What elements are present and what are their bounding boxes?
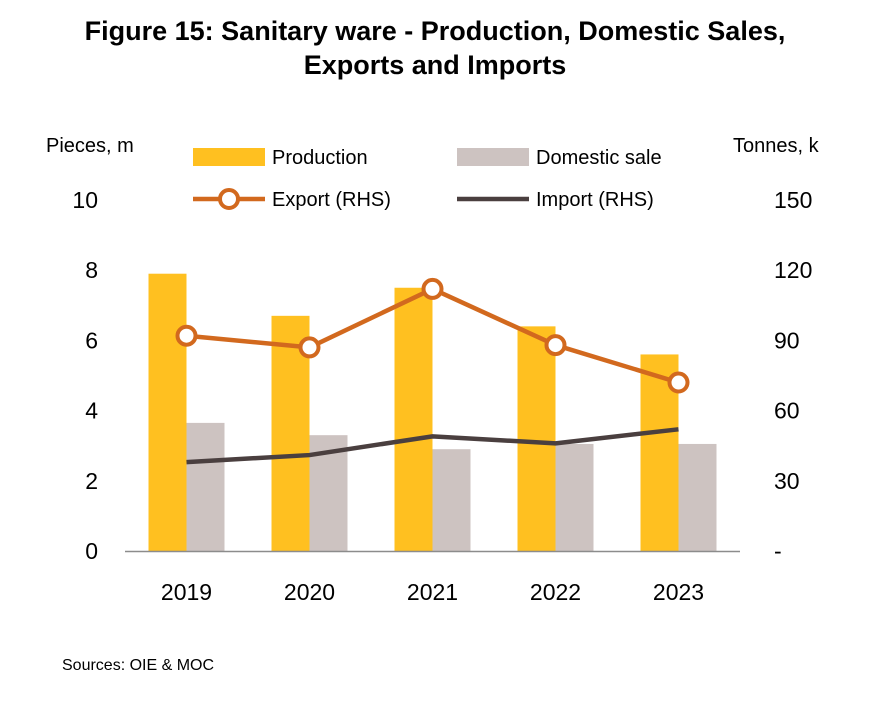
point-export-rhs--2023 — [667, 371, 690, 394]
chart-title: Figure 15: Sanitary ware - Production, D… — [0, 14, 870, 82]
bar-domestic-sale-2021 — [432, 449, 471, 551]
right-tick-label-150: 150 — [774, 187, 812, 213]
bar-production-2019 — [148, 273, 187, 551]
legend-label-export-rhs-: Export (RHS) — [272, 189, 391, 211]
left-tick-label-8: 8 — [85, 257, 98, 283]
series-line-import-rhs- — [186, 427, 679, 465]
bar-production-2021 — [394, 287, 433, 551]
right-tick-label-30: 30 — [774, 468, 800, 494]
plot-area: 2019 2020 2021 2022 2023 0 2 4 6 8 10 - 30 60 90 120 150 — [72, 187, 812, 605]
x-tick-label-2020: 2020 — [284, 579, 335, 605]
chart-title-line-2: Exports and Imports — [303, 50, 567, 80]
left-axis-title: Pieces, m — [46, 135, 134, 157]
x-tick-label-2021: 2021 — [407, 579, 458, 605]
point-export-rhs--2020 — [298, 336, 321, 359]
legend-marker-export-rhs- — [218, 188, 240, 210]
right-tick-label-60: 60 — [774, 398, 800, 424]
right-tick-label-120: 120 — [774, 257, 812, 283]
legend-swatch-domestic-sale — [457, 148, 529, 166]
x-tick-label-2019: 2019 — [161, 579, 212, 605]
left-tick-label-4: 4 — [85, 398, 98, 424]
left-tick-label-2: 2 — [85, 468, 98, 494]
legend-label-import-rhs-: Import (RHS) — [536, 189, 654, 211]
source-note: Sources: OIE & MOC — [62, 657, 215, 674]
legend-label-domestic-sale: Domestic sale — [536, 147, 662, 169]
right-axis-title: Tonnes, k — [733, 135, 820, 157]
legend: Production Domestic sale Export (RHS) Impor… — [193, 147, 662, 211]
legend-label-production: Production — [272, 147, 368, 169]
point-export-rhs--2022 — [544, 334, 567, 357]
point-export-rhs--2019 — [175, 324, 198, 347]
legend-swatch-production — [193, 148, 265, 166]
left-tick-label-10: 10 — [72, 187, 98, 213]
right-tick-label-90: 90 — [774, 327, 800, 353]
x-tick-label-2023: 2023 — [653, 579, 704, 605]
point-export-rhs--2021 — [421, 277, 444, 300]
bar-domestic-sale-2019 — [186, 422, 225, 551]
bar-domestic-sale-2022 — [555, 443, 594, 551]
bar-production-2022 — [517, 326, 556, 551]
left-tick-label-0: 0 — [85, 538, 98, 564]
x-tick-label-2022: 2022 — [530, 579, 581, 605]
right-tick-label-zero: - — [774, 538, 782, 564]
bar-domestic-sale-2023 — [678, 443, 717, 551]
left-tick-label-6: 6 — [85, 327, 98, 353]
chart-title-line-1: Figure 15: Sanitary ware - Production, D… — [84, 16, 786, 46]
